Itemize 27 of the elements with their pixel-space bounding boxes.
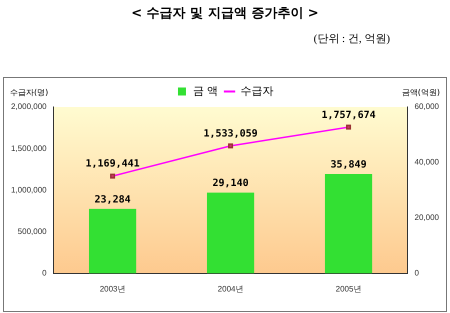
x-tick-label: 2004년 bbox=[218, 284, 244, 294]
y-tick-label: 1,000,000 bbox=[10, 185, 48, 194]
bar bbox=[206, 192, 254, 274]
data-label: 23,284 bbox=[94, 194, 131, 206]
chart-title: < 수급자 및 지급액 증가추이 > bbox=[130, 5, 320, 22]
y-tick-label: 0 bbox=[42, 268, 48, 278]
bar bbox=[88, 208, 136, 274]
x-tick-label: 2005년 bbox=[336, 284, 362, 294]
y2-axis-title: 금액(억원) bbox=[402, 88, 440, 98]
data-label: 35,849 bbox=[330, 160, 367, 171]
y-tick-label: 500,000 bbox=[18, 227, 48, 236]
legend-label: 금 액 bbox=[192, 86, 218, 98]
y-tick-label: 2,000,000 bbox=[10, 102, 48, 112]
data-label: 1,757,674 bbox=[321, 110, 376, 121]
y2-tick-label: 60,000 bbox=[414, 102, 440, 112]
data-label: 1,169,441 bbox=[85, 158, 140, 170]
data-label: 1,533,059 bbox=[203, 128, 258, 140]
data-label: 29,140 bbox=[212, 178, 249, 190]
y2-tick-label: 0 bbox=[414, 268, 420, 278]
chart-subtitle: (단위 : 건, 억원) bbox=[314, 32, 390, 46]
y-tick-label: 1,500,000 bbox=[10, 144, 48, 153]
bar bbox=[324, 174, 372, 274]
y2-tick-label: 40,000 bbox=[414, 158, 440, 167]
y2-tick-label: 20,000 bbox=[414, 213, 440, 222]
legend-label: 수급자 bbox=[240, 86, 274, 98]
y-axis-title: 수급자(명) bbox=[10, 88, 48, 98]
x-tick-label: 2003년 bbox=[100, 284, 126, 294]
